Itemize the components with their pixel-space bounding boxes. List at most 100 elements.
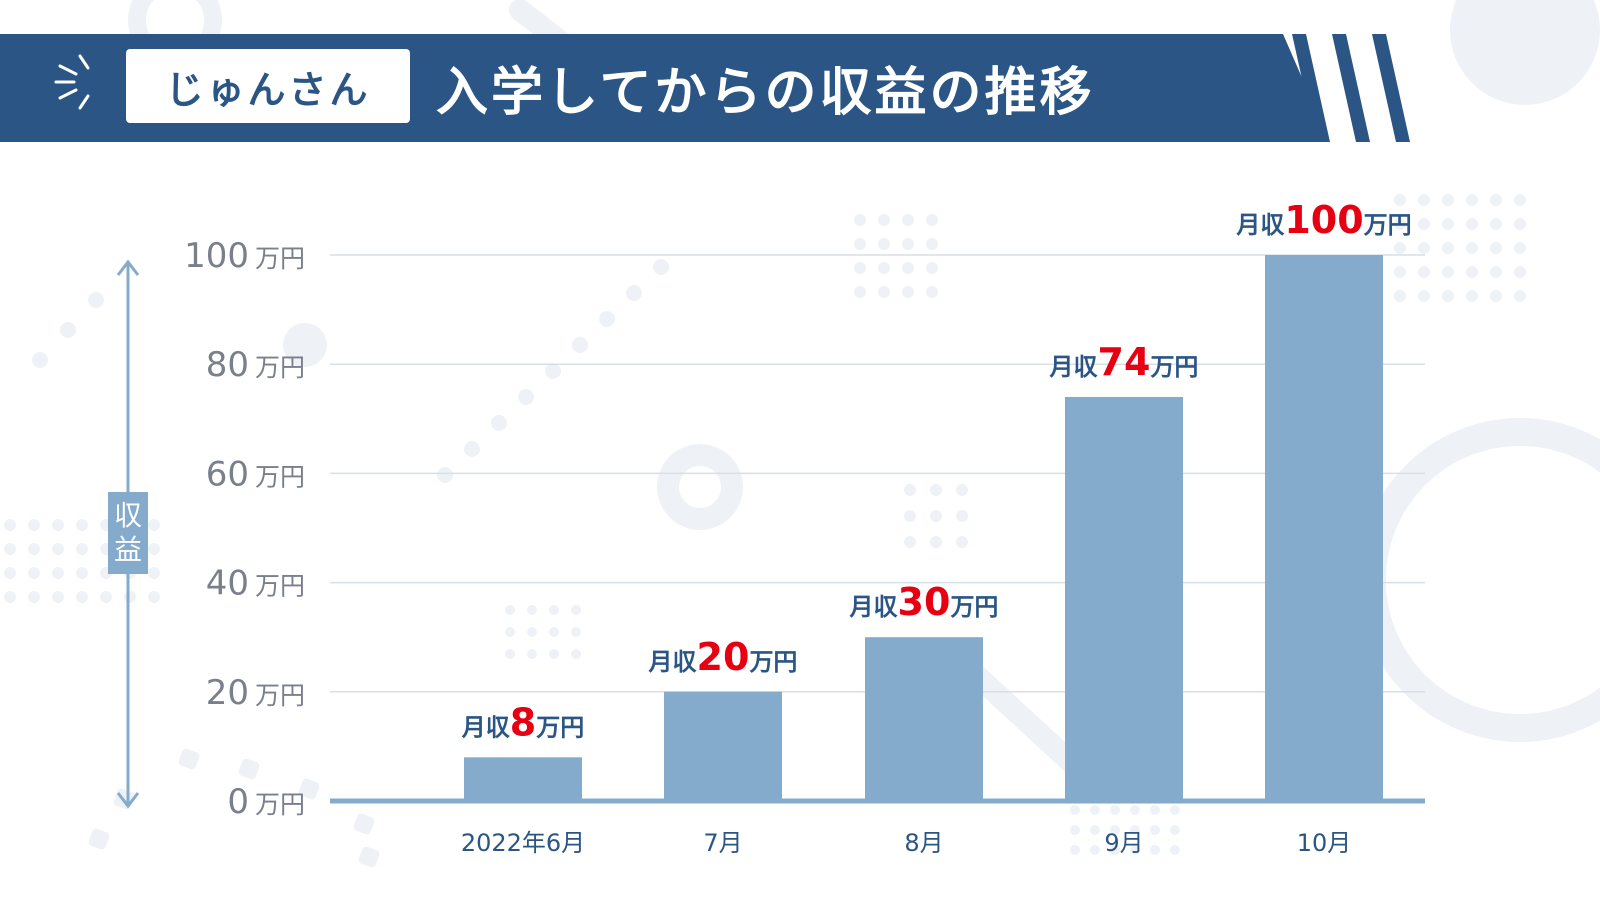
decoration-circle (878, 238, 890, 250)
value-suffix: 万円 (536, 713, 584, 741)
value-prefix: 月収 (461, 713, 511, 741)
decoration-circle (148, 519, 160, 531)
decoration-circle (956, 510, 968, 522)
decoration-square (238, 758, 260, 780)
decoration-circle (283, 323, 327, 367)
arrow-head-down (116, 792, 140, 809)
decoration-circle (76, 591, 88, 603)
bar-value-label: 月収30万円 (849, 580, 999, 624)
y-tick-value: 20 (206, 673, 249, 713)
decoration-circle (1090, 805, 1100, 815)
decoration-circle (1514, 242, 1526, 254)
y-tick-unit: 万円 (255, 790, 305, 819)
value-prefix: 月収 (849, 593, 899, 621)
y-axis-label: 収 (114, 499, 142, 532)
decoration-circle (1110, 805, 1120, 815)
decoration-circle (878, 286, 890, 298)
decoration-circle (1418, 290, 1430, 302)
decoration-circle (52, 591, 64, 603)
decoration-circle (60, 322, 76, 338)
y-tick-label: 40 万円 (206, 564, 305, 604)
decoration-circle (1466, 194, 1478, 206)
value-suffix: 万円 (1150, 353, 1198, 381)
decoration-circle (100, 591, 112, 603)
decoration-circle (572, 337, 588, 353)
decoration-circle (518, 389, 534, 405)
decoration-circle (878, 262, 890, 274)
x-tick-label: 8月 (904, 829, 943, 857)
decoration-circle (657, 444, 743, 530)
x-tick-label: 2022年6月 (461, 829, 585, 857)
decoration-circle (52, 543, 64, 555)
decoration-circle (1514, 290, 1526, 302)
decoration-circle (1490, 194, 1502, 206)
decoration-circle (1110, 825, 1120, 835)
decoration-circle (1394, 194, 1406, 206)
decoration-circle (1130, 805, 1140, 815)
decoration-circle (1110, 845, 1120, 855)
bar-4 (1065, 396, 1183, 801)
y-tick-value: 40 (206, 564, 249, 604)
decoration-circle (148, 591, 160, 603)
decoration-circle (956, 484, 968, 496)
decoration-circle (1490, 266, 1502, 278)
y-tick-label: 100 万円 (184, 236, 305, 276)
decoration-circle (926, 286, 938, 298)
decoration-circle (76, 519, 88, 531)
decoration-circle (52, 567, 64, 579)
y-tick-value: 80 (206, 345, 249, 385)
value-number: 8 (510, 700, 536, 744)
bar-value-label: 月収74万円 (1049, 340, 1199, 384)
decoration-circle (571, 649, 581, 659)
x-tick-label: 9月 (1104, 829, 1143, 857)
value-number: 100 (1284, 198, 1363, 242)
decoration-circle (1170, 805, 1180, 815)
decoration-circle (1466, 242, 1478, 254)
decoration-circle (653, 259, 669, 275)
person-name-label: じゅんさん (126, 49, 410, 123)
decoration-circle (1514, 218, 1526, 230)
decoration-circle (930, 484, 942, 496)
decoration-circle (1170, 825, 1180, 835)
decoration-circle (956, 536, 968, 548)
decoration-circle (545, 363, 561, 379)
decoration-circle (437, 467, 453, 483)
value-number: 30 (898, 580, 951, 624)
page-title: 入学してからの収益の推移 (436, 62, 1095, 123)
decoration-circle (1418, 218, 1430, 230)
decoration-circle (1394, 266, 1406, 278)
decoration-circle (505, 649, 515, 659)
decoration-circle (1442, 194, 1454, 206)
decoration-circle (1442, 218, 1454, 230)
decoration-circle (902, 286, 914, 298)
bar-5 (1265, 255, 1383, 801)
decoration-circle (854, 286, 866, 298)
decoration-circle (52, 519, 64, 531)
decoration-circle (464, 441, 480, 457)
decoration-circle (854, 238, 866, 250)
decoration-circle (148, 567, 160, 579)
x-tick-label: 7月 (703, 829, 742, 857)
decoration-circle (1418, 242, 1430, 254)
decoration-circle (28, 567, 40, 579)
decoration-circle (4, 567, 16, 579)
decoration-circle (571, 627, 581, 637)
decoration-circle (1450, 0, 1600, 105)
value-suffix: 万円 (1364, 211, 1412, 239)
y-tick-label: 80 万円 (206, 345, 305, 385)
decoration-circle (1442, 266, 1454, 278)
y-tick-unit: 万円 (255, 462, 305, 491)
decoration-circle (505, 605, 515, 615)
sparkle-icon (54, 54, 90, 110)
decoration-circle (32, 352, 48, 368)
y-axis-label-box (108, 492, 148, 574)
decoration-circle (1466, 218, 1478, 230)
decoration-circle (599, 311, 615, 327)
value-suffix: 万円 (749, 648, 797, 676)
decoration-circle (76, 567, 88, 579)
decoration-circle (76, 543, 88, 555)
decoration-circle (527, 605, 537, 615)
decoration-circle (1150, 805, 1160, 815)
